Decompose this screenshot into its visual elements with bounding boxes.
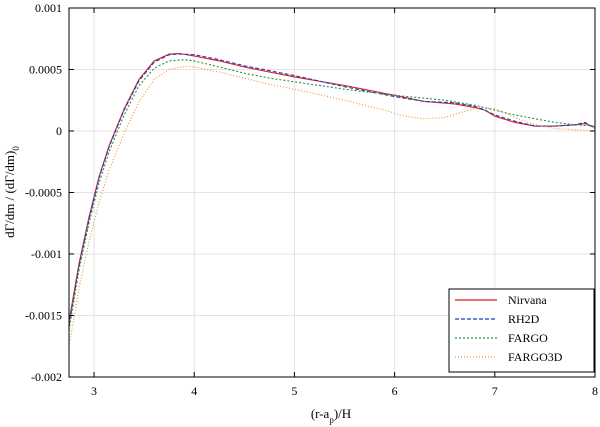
x-tick-label: 8 <box>592 384 598 398</box>
legend-label-rh2d: RH2D <box>508 312 540 326</box>
series-line-fargo <box>68 59 596 331</box>
legend: Nirvana RH2D FARGO FARGO3D <box>448 288 595 373</box>
series-line-rh2d <box>68 53 596 326</box>
legend-label-nirvana: Nirvana <box>508 293 547 307</box>
legend-label-fargo: FARGO <box>508 331 548 345</box>
x-tick-label: 4 <box>191 384 197 398</box>
legend-label-fargo3d: FARGO3D <box>508 350 563 364</box>
x-tick-label: 7 <box>492 384 498 398</box>
y-tick-label: -0.0015 <box>25 309 62 323</box>
y-tick-label: -0.001 <box>31 247 62 261</box>
y-tick-label: -0.0005 <box>25 186 62 200</box>
legend-box <box>448 288 595 373</box>
y-tick-label: 0.001 <box>35 1 62 15</box>
x-tick-label: 3 <box>91 384 97 398</box>
x-tick-label: 6 <box>392 384 398 398</box>
y-tick-label: 0 <box>56 124 62 138</box>
series-layer <box>68 52 596 347</box>
axis-ticks: 3 4 5 6 7 8 -0.002 -0.0015 -0.001 -0.0005 0 0.0005 0… <box>25 1 598 398</box>
y-tick-label: -0.002 <box>31 370 62 384</box>
y-axis-title: dΓ/dm / (dΓ/dm)0 <box>2 146 21 238</box>
x-tick-label: 5 <box>291 384 297 398</box>
y-tick-label: 0.0005 <box>29 63 62 77</box>
x-axis-title: (r-ap)/H <box>311 406 351 425</box>
grid-lines <box>69 7 596 378</box>
